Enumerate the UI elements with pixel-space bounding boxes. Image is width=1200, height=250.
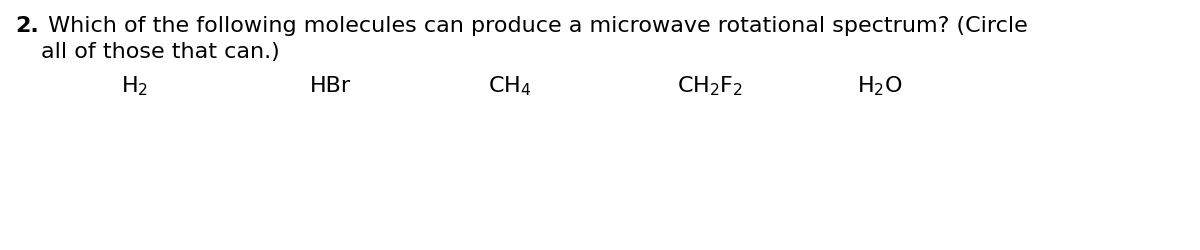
- Text: Which of the following molecules can produce a microwave rotational spectrum? (C: Which of the following molecules can pro…: [41, 16, 1027, 61]
- Text: H$_2$O: H$_2$O: [857, 74, 902, 98]
- Text: CH$_2$F$_2$: CH$_2$F$_2$: [677, 74, 743, 98]
- Text: H$_2$: H$_2$: [121, 74, 149, 98]
- Text: HBr: HBr: [310, 76, 350, 96]
- Text: CH$_4$: CH$_4$: [488, 74, 532, 98]
- Text: 2.: 2.: [14, 16, 38, 36]
